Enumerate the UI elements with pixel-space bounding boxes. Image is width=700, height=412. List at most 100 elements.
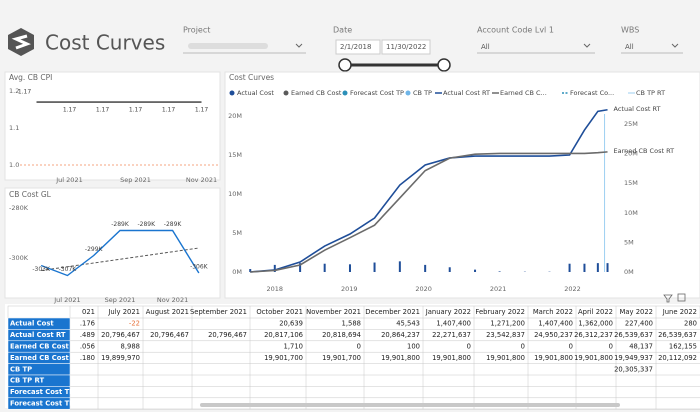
legend-label: Forecast Co... [570, 89, 614, 97]
table-cell: 26,539,637 [658, 331, 697, 339]
y2-tick-label: 25M [624, 120, 638, 128]
column-header: September 2021 [190, 308, 247, 316]
column-header: May 2022 [619, 308, 653, 316]
legend-label: Actual Cost [237, 89, 274, 97]
table-icons[interactable] [663, 293, 686, 303]
x-tick-label: Nov 2021 [186, 176, 217, 184]
dropdown-box[interactable] [621, 39, 683, 53]
row-header: CB TP [10, 365, 32, 373]
y-tick-label: 15M [228, 151, 242, 159]
data-label: 1.17 [18, 89, 32, 96]
row-header: Actual Cost [10, 320, 54, 328]
y2-tick-label: 20M [624, 150, 638, 158]
bar [568, 263, 571, 272]
table-cell: 20,817,106 [264, 331, 303, 339]
table-cell: 19,901,700 [322, 354, 361, 362]
row-header: Earned CB Cost [10, 343, 70, 351]
table-cell: 19,901,800 [534, 354, 573, 362]
table-cell: 22,271,637 [432, 331, 471, 339]
chart-title: Avg. CB CPI [9, 73, 52, 82]
data-label: -306K [190, 264, 209, 271]
slider-handle[interactable] [338, 58, 352, 72]
table-cell: 19,901,700 [264, 354, 303, 362]
data-label: -307K [59, 266, 78, 273]
y-tick-label: 1.2 [9, 87, 19, 95]
page-title: Cost Curves [45, 31, 165, 55]
table-cell: 162,155 [669, 343, 697, 351]
scrollbar[interactable] [200, 403, 620, 407]
legend-label: CB TP RT [636, 89, 665, 97]
table-cell: 19,901,800 [432, 354, 471, 362]
table-cell: 20,796,467 [101, 331, 140, 339]
bar [323, 263, 326, 272]
column-header: November 2021 [306, 308, 361, 316]
x-tick-label: 2022 [564, 285, 581, 293]
table-cell: 26,312,237 [574, 331, 613, 339]
logo [8, 28, 34, 56]
table-cell: 0 [357, 343, 361, 351]
chart-title: Cost Curves [229, 73, 274, 82]
filter-icon[interactable] [663, 294, 673, 303]
table-cell: 19,901,800 [381, 354, 420, 362]
y2-tick-label: 5M [624, 238, 634, 246]
filter-label: WBS [621, 26, 639, 35]
bar [474, 269, 477, 272]
y2-tick-label: 10M [624, 209, 638, 217]
table-cell: 19,899,970 [101, 354, 140, 362]
chevron [671, 43, 679, 48]
column-header: July 2021 [107, 308, 140, 316]
date-start-box[interactable] [335, 39, 381, 55]
bar [424, 264, 427, 272]
project-dropdown[interactable] [183, 39, 306, 54]
data-line [40, 229, 200, 277]
table-cell: 1,710 [284, 343, 303, 351]
bar [398, 261, 401, 272]
y-tick-label: 10M [228, 190, 242, 198]
table-cell: .056 [80, 343, 95, 351]
legend-label: Actual Cost RT [443, 89, 490, 97]
table-cell: 100 [407, 343, 420, 351]
focus-icon[interactable] [677, 293, 686, 302]
x-tick-label: Nov 2021 [157, 296, 188, 304]
slider-handle[interactable] [437, 58, 451, 72]
table-cell: .176 [80, 320, 95, 328]
wbs-dropdown[interactable]: All [621, 39, 683, 54]
account-dropdown[interactable]: All [477, 39, 595, 54]
table-cell: 227,400 [625, 320, 653, 328]
legend-marker [405, 90, 411, 96]
blurred-value [188, 43, 268, 49]
panel [224, 71, 700, 299]
legend-label: Forecast Cost TP [350, 89, 404, 97]
column-header: June 2022 [662, 308, 697, 316]
table-cell: 20,818,694 [322, 331, 361, 339]
filter-label: Project [183, 26, 210, 35]
chart-title: CB Cost GL [9, 190, 52, 199]
legend-marker [229, 90, 235, 96]
column-header: April 2022 [578, 308, 613, 316]
table-cell: 48,137 [629, 343, 653, 351]
date-end-box[interactable] [381, 39, 431, 55]
dropdown-box[interactable] [477, 39, 595, 53]
x-tick-label: 2018 [267, 285, 284, 293]
bar [348, 264, 351, 272]
table-cell: .180 [80, 354, 95, 362]
table-cell: 8,988 [121, 343, 140, 351]
x-tick-label: 2021 [490, 285, 507, 293]
legend-marker [342, 90, 348, 96]
bar [448, 267, 451, 272]
data-label: -299K [85, 246, 104, 253]
column-header: October 2021 [256, 308, 303, 316]
bar [596, 263, 599, 272]
legend-label: Earned CB Cost [291, 89, 342, 97]
table-cell: 20,796,467 [150, 331, 189, 339]
bar [299, 263, 302, 272]
row-header: CB TP RT [10, 377, 44, 385]
data-label: 1.17 [63, 107, 77, 114]
row-header: Earned CB Cost RT [10, 354, 81, 362]
table-cell: 0 [569, 343, 573, 351]
table-cell: 19,901,800 [574, 354, 613, 362]
column-header: December 2021 [365, 308, 420, 316]
data-label: -289K [111, 221, 130, 228]
panel [4, 187, 221, 299]
table-cell: 20,639 [279, 320, 303, 328]
